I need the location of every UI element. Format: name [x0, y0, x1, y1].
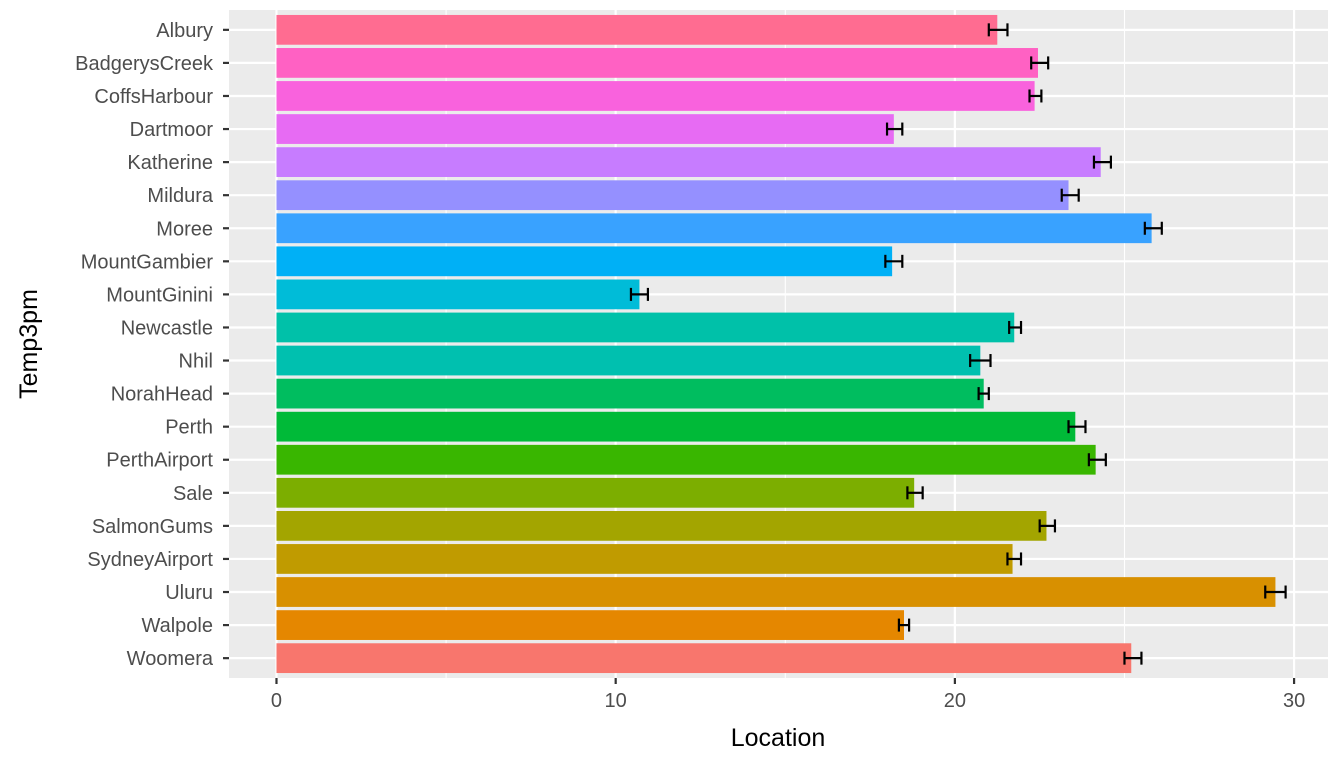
- y-axis: Albury BadgerysCreek CoffsHarbour Dartmoor K…: [75, 20, 229, 670]
- error-bar-NorahHead: [977, 387, 990, 401]
- x-tick-label: 10: [605, 690, 627, 712]
- bar-SydneyAirport: [276, 544, 1013, 574]
- bar-SalmonGums: [276, 511, 1047, 541]
- x-axis: 0 10 20 30: [271, 678, 1305, 712]
- x-tick-label: 0: [271, 690, 282, 712]
- error-bar-Katherine: [1092, 155, 1113, 169]
- bar-Dartmoor: [276, 114, 894, 144]
- y-tick-label: Uluru: [165, 582, 213, 604]
- y-tick-label: Woomera: [127, 648, 214, 670]
- y-tick-label: Newcastle: [121, 317, 213, 339]
- y-tick-label: Nhil: [179, 351, 213, 373]
- bar-Moree: [276, 213, 1152, 244]
- error-bar-Walpole: [897, 618, 911, 632]
- error-bar-CoffsHarbour: [1028, 89, 1043, 103]
- y-tick-label: PerthAirport: [106, 450, 213, 472]
- error-bar-Perth: [1067, 420, 1087, 434]
- bar-Sale: [276, 477, 915, 508]
- bar-Albury: [276, 14, 998, 45]
- error-bar-Sale: [906, 486, 924, 500]
- error-bar-Woomera: [1123, 651, 1143, 665]
- error-bar-MountGambier: [884, 254, 904, 268]
- bar-Perth: [276, 411, 1076, 442]
- y-axis-title: Temp3pm: [15, 289, 43, 399]
- y-tick-label: Walpole: [141, 615, 213, 637]
- error-bar-MountGinini: [629, 287, 650, 301]
- error-bar-Albury: [987, 23, 1009, 37]
- error-bar-Newcastle: [1008, 320, 1023, 334]
- x-axis-title: Location: [731, 724, 826, 752]
- bar-Newcastle: [276, 312, 1015, 343]
- y-tick-label: SydneyAirport: [87, 549, 213, 571]
- y-tick-label: Moree: [156, 218, 213, 240]
- bar-Nhil: [276, 345, 981, 376]
- bar-NorahHead: [276, 378, 984, 409]
- y-tick-label: Dartmoor: [130, 119, 214, 141]
- y-tick-label: Perth: [165, 417, 213, 439]
- error-bar-SydneyAirport: [1006, 552, 1023, 566]
- y-tick-label: NorahHead: [111, 384, 213, 406]
- bar-Katherine: [276, 147, 1101, 177]
- error-bar-BadgerysCreek: [1030, 56, 1050, 70]
- y-tick-label: Albury: [156, 20, 213, 42]
- error-bar-Uluru: [1264, 585, 1287, 599]
- error-bars: [629, 23, 1287, 665]
- bars: [276, 14, 1276, 674]
- bar-PerthAirport: [276, 444, 1096, 475]
- x-tick-label: 20: [944, 690, 966, 712]
- y-tick-label: SalmonGums: [92, 516, 213, 538]
- bar-MountGinini: [276, 279, 640, 310]
- error-bar-Nhil: [969, 354, 992, 368]
- x-tick-label: 30: [1283, 690, 1305, 712]
- y-tick-label: CoffsHarbour: [94, 86, 213, 108]
- y-tick-label: MountGinini: [106, 284, 213, 306]
- error-bar-Dartmoor: [885, 122, 904, 136]
- bar-Mildura: [276, 180, 1069, 211]
- error-bar-Mildura: [1060, 188, 1080, 202]
- bar-Walpole: [276, 610, 905, 640]
- bar-MountGambier: [276, 246, 893, 277]
- y-tick-label: BadgerysCreek: [75, 53, 214, 75]
- error-bar-Moree: [1143, 221, 1163, 235]
- y-tick-label: Sale: [173, 483, 213, 505]
- y-tick-label: MountGambier: [81, 251, 214, 273]
- error-bar-SalmonGums: [1038, 519, 1057, 533]
- bar-Uluru: [276, 577, 1276, 607]
- bar-CoffsHarbour: [276, 81, 1035, 111]
- bar-BadgerysCreek: [276, 48, 1038, 78]
- y-tick-label: Mildura: [147, 185, 213, 207]
- y-tick-label: Katherine: [127, 152, 213, 174]
- error-bar-PerthAirport: [1087, 453, 1107, 467]
- bar-Woomera: [276, 643, 1132, 674]
